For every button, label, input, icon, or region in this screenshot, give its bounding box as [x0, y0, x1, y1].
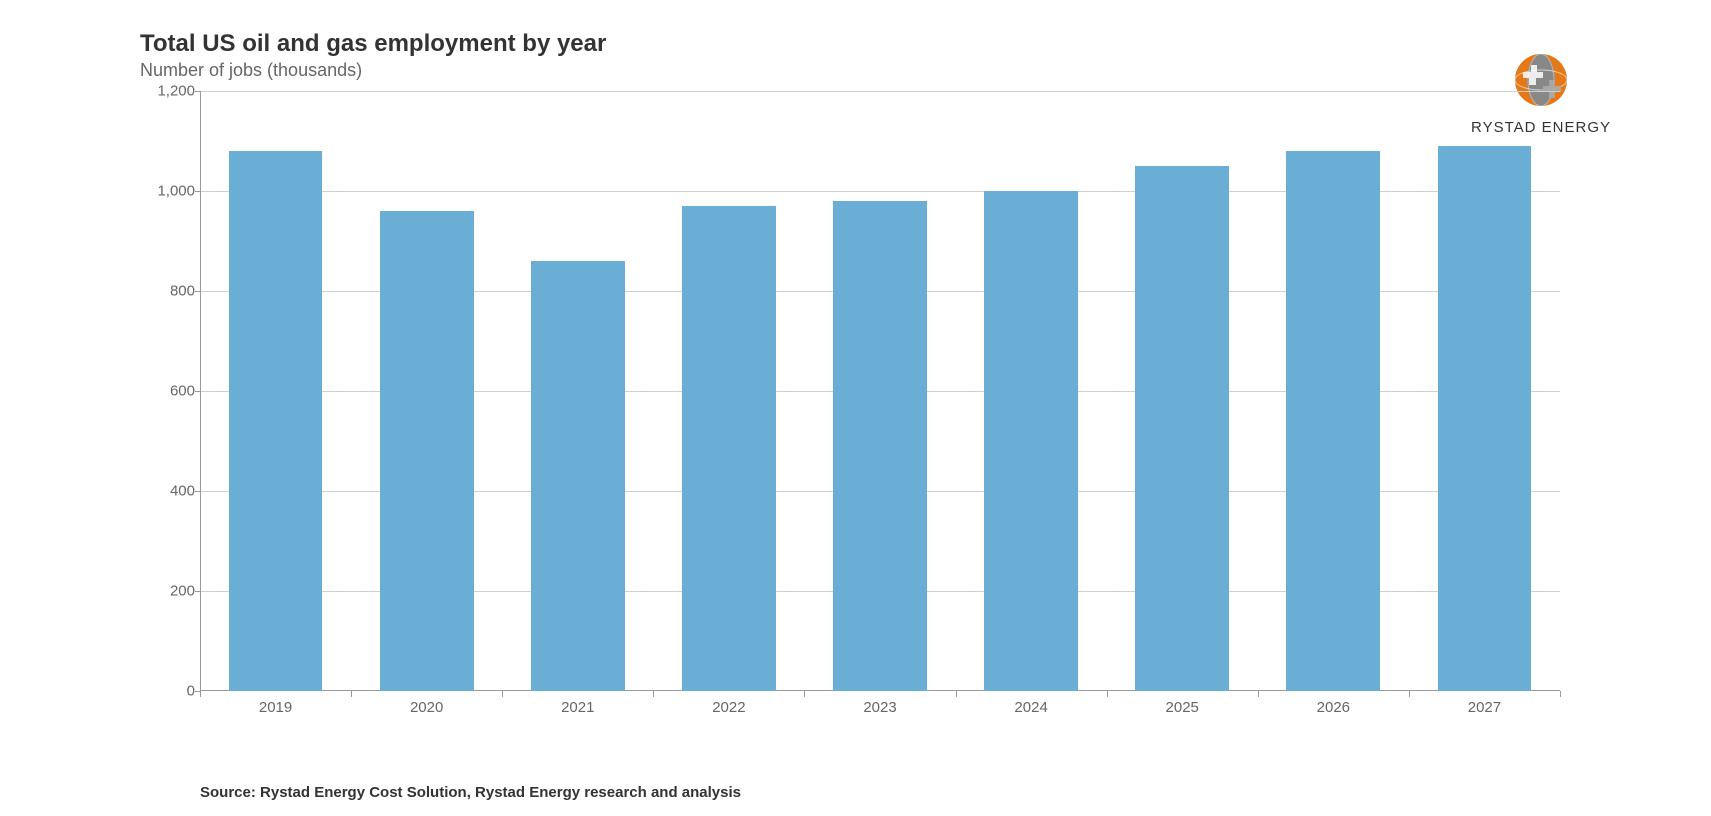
x-tick-mark: [804, 691, 805, 697]
y-tick-label: 200: [145, 583, 195, 600]
x-tick-mark: [956, 691, 957, 697]
y-tick-label: 1,000: [145, 183, 195, 200]
chart-subtitle: Number of jobs (thousands): [140, 60, 1631, 81]
bar: [833, 201, 927, 691]
bar: [984, 191, 1078, 691]
x-tick-mark: [1409, 691, 1410, 697]
bar: [380, 211, 474, 691]
x-tick-label: 2026: [1317, 699, 1350, 716]
x-tick-label: 2024: [1014, 699, 1047, 716]
x-tick-mark: [502, 691, 503, 697]
bar: [1135, 166, 1229, 691]
x-tick-label: 2021: [561, 699, 594, 716]
chart-title: Total US oil and gas employment by year: [140, 30, 1631, 58]
y-tick-label: 400: [145, 483, 195, 500]
x-tick-label: 2019: [259, 699, 292, 716]
y-tick-label: 800: [145, 283, 195, 300]
y-tick-label: 1,200: [145, 83, 195, 100]
x-tick-mark: [200, 691, 201, 697]
y-tick-mark: [195, 591, 200, 592]
bar: [682, 206, 776, 691]
y-tick-mark: [195, 291, 200, 292]
x-tick-mark: [1560, 691, 1561, 697]
x-tick-label: 2023: [863, 699, 896, 716]
bar: [1286, 151, 1380, 691]
x-tick-mark: [351, 691, 352, 697]
x-tick-label: 2022: [712, 699, 745, 716]
x-tick-label: 2025: [1166, 699, 1199, 716]
bar: [229, 151, 323, 691]
chart-header: Total US oil and gas employment by year …: [140, 30, 1631, 81]
y-tick-mark: [195, 191, 200, 192]
x-tick-mark: [653, 691, 654, 697]
x-tick-mark: [1258, 691, 1259, 697]
y-tick-mark: [195, 491, 200, 492]
source-attribution: Source: Rystad Energy Cost Solution, Rys…: [200, 784, 741, 801]
x-tick-label: 2020: [410, 699, 443, 716]
y-tick-mark: [195, 391, 200, 392]
x-tick-label: 2027: [1468, 699, 1501, 716]
y-tick-mark: [195, 91, 200, 92]
x-tick-mark: [1107, 691, 1108, 697]
y-tick-label: 0: [145, 683, 195, 700]
bar: [1438, 146, 1532, 691]
gridline: [201, 91, 1560, 92]
bar: [531, 261, 625, 691]
bar-chart: 02004006008001,0001,20020192020202120222…: [140, 91, 1560, 721]
y-tick-label: 600: [145, 383, 195, 400]
